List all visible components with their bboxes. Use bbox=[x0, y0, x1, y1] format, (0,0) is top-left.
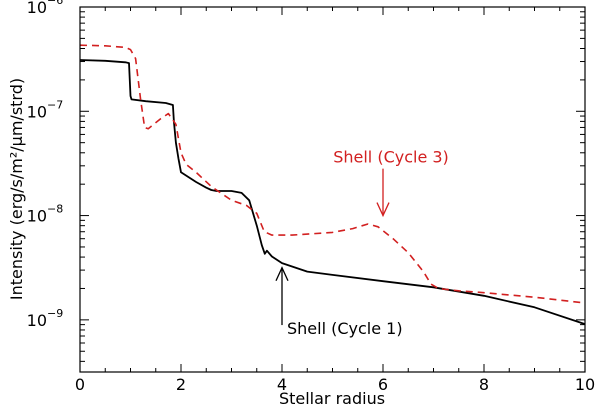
y-tick-exponent: −8 bbox=[47, 203, 63, 216]
annotation-label-cycle-3: Shell (Cycle 3) bbox=[333, 148, 449, 167]
plot-frame bbox=[79, 6, 586, 373]
y-tick-label: 10 bbox=[27, 207, 47, 226]
annotation-label-cycle-1: Shell (Cycle 1) bbox=[287, 319, 403, 338]
series-line-cycle-3 bbox=[79, 44, 586, 304]
x-tick-label: 4 bbox=[277, 375, 287, 394]
x-axis-title: Stellar radius bbox=[279, 389, 385, 407]
y-tick-exponent: −6 bbox=[47, 0, 63, 7]
annotation-arrow-head bbox=[275, 266, 289, 281]
x-tick-label: 8 bbox=[479, 375, 489, 394]
x-tick-label: 10 bbox=[575, 375, 595, 394]
annotation-layer: Shell (Cycle 3) Shell (Cycle 1) bbox=[275, 148, 449, 338]
y-tick-label: 10 bbox=[27, 311, 47, 330]
y-axis-title: Intensity (erg/s/m²/μm/strd) bbox=[7, 78, 26, 300]
x-tick-label: 0 bbox=[75, 375, 85, 394]
y-tick-label: 10 bbox=[27, 0, 47, 17]
series-line-cycle-1 bbox=[79, 59, 586, 325]
y-tick-exponent: −7 bbox=[47, 98, 63, 111]
x-tick-label: 2 bbox=[176, 375, 186, 394]
x-tick-label: 6 bbox=[378, 375, 388, 394]
annotation-arrow-head bbox=[376, 202, 390, 218]
series-layer bbox=[79, 44, 586, 325]
y-tick-label: 10 bbox=[27, 102, 47, 121]
y-tick-exponent: −9 bbox=[47, 307, 63, 320]
